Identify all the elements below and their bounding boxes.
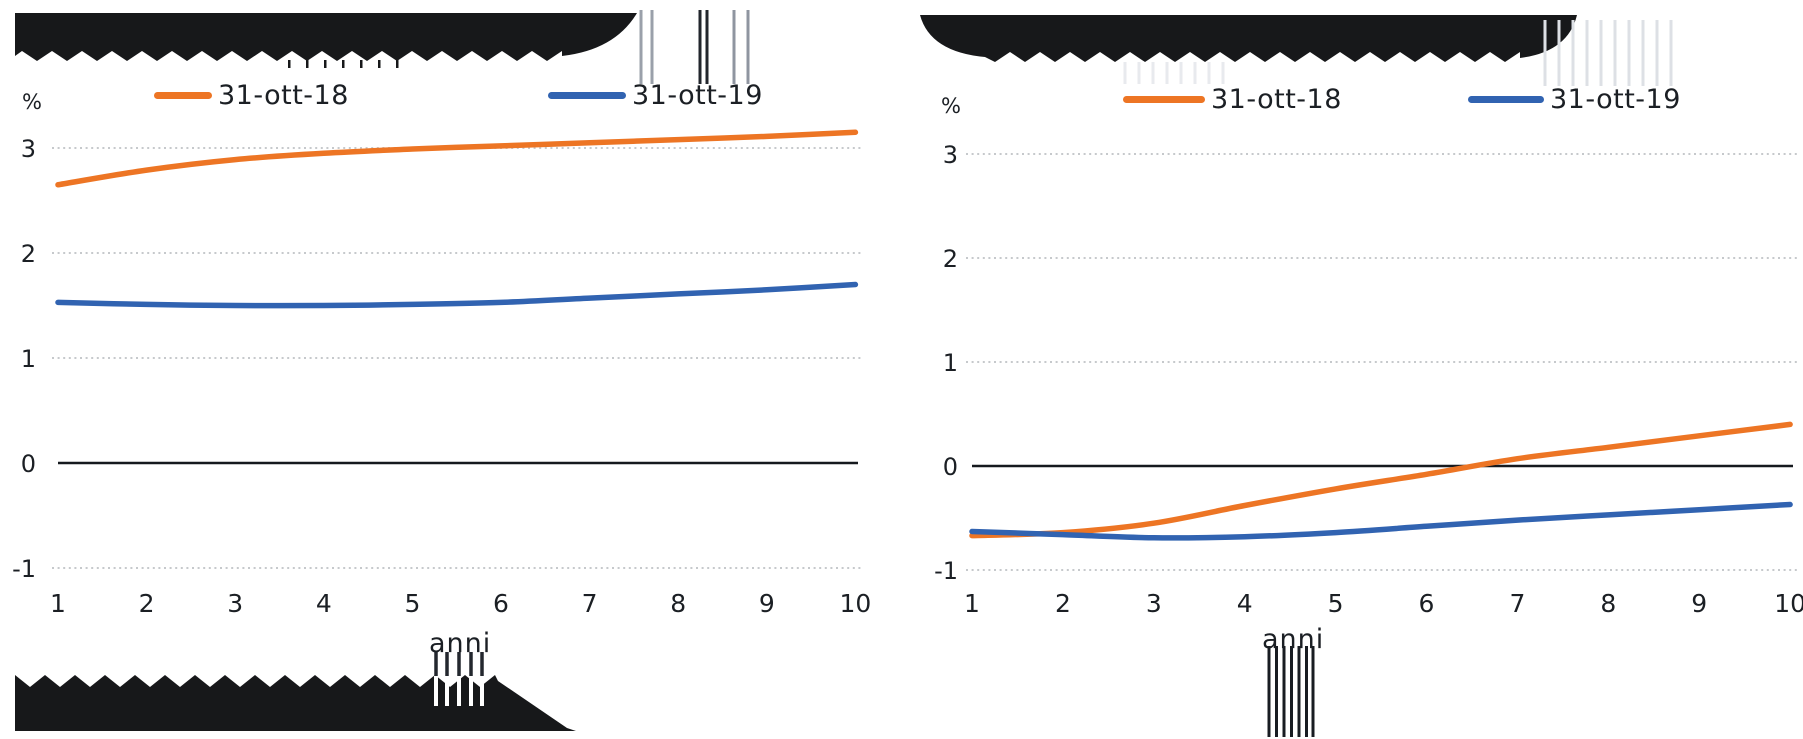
left-legend-swatch-2019 — [548, 92, 626, 99]
right-x-tick-label: 8 — [1600, 589, 1616, 618]
left-x-tick-label: 7 — [582, 589, 598, 618]
right-legend-item-2019: 31-ott-19 — [1468, 84, 1681, 115]
left-legend-swatch-2018 — [154, 92, 212, 99]
redaction-drip — [306, 60, 309, 68]
right-legend-swatch-2018 — [1123, 96, 1205, 103]
redaction-drip — [396, 60, 399, 68]
left-y-tick-label: 3 — [21, 135, 36, 163]
left-x-tick-label: 3 — [227, 589, 243, 618]
left-x-tick-label: 10 — [839, 589, 871, 618]
redaction-drip — [288, 60, 291, 68]
left-x-tick-label: 9 — [759, 589, 775, 618]
left-y-tick-label: 0 — [21, 450, 36, 478]
right-x-tick-label: 9 — [1691, 589, 1707, 618]
redaction-drip — [378, 60, 381, 68]
right-x-axis-label: anni — [1262, 624, 1325, 655]
left-legend-label-2018: 31-ott-18 — [218, 80, 349, 111]
left-y-tick-label: 1 — [21, 345, 36, 373]
left-x-tick-label: 6 — [493, 589, 509, 618]
right-y-tick-label: 0 — [943, 453, 958, 481]
right-legend-label-2018: 31-ott-18 — [1211, 84, 1342, 115]
right-y-axis-unit-label: % — [941, 94, 961, 118]
left-x-tick-label: 5 — [404, 589, 420, 618]
right-x-tick-label: 4 — [1237, 589, 1253, 618]
right-series-line-31-ott-18 — [969, 421, 1793, 539]
redacted-title-right — [920, 15, 1577, 62]
right-y-tick-label: -1 — [934, 557, 958, 585]
left-y-tick-label: 2 — [21, 240, 36, 268]
redacted-title-left — [15, 13, 637, 61]
right-legend-label-2019: 31-ott-19 — [1550, 84, 1681, 115]
redaction-drip — [342, 60, 345, 68]
left-series-line-31-ott-19 — [55, 281, 859, 309]
redacted-footnote-left — [15, 675, 576, 731]
redaction-drip — [360, 60, 363, 68]
right-x-tick-label: 10 — [1774, 589, 1803, 618]
right-x-tick-label: 2 — [1055, 589, 1071, 618]
left-x-tick-label: 1 — [50, 589, 66, 618]
left-x-tick-label: 4 — [316, 589, 332, 618]
redaction-artifacts — [15, 10, 1673, 737]
redaction-drip — [324, 60, 327, 68]
left-x-axis-label: anni — [429, 628, 492, 659]
left-y-axis-unit-label: % — [22, 90, 42, 114]
right-x-tick-label: 3 — [1146, 589, 1162, 618]
left-legend-item-2019: 31-ott-19 — [548, 80, 763, 111]
right-y-tick-label: 1 — [943, 349, 958, 377]
left-legend-item-2018: 31-ott-18 — [154, 80, 349, 111]
right-series-line-31-ott-19 — [969, 501, 1793, 541]
left-x-tick-label: 8 — [670, 589, 686, 618]
right-x-tick-label: 5 — [1328, 589, 1344, 618]
right-x-tick-label: 6 — [1419, 589, 1435, 618]
left-legend-label-2019: 31-ott-19 — [632, 80, 763, 111]
left-y-tick-label: -1 — [12, 555, 36, 583]
left-series-line-31-ott-18 — [55, 129, 859, 188]
right-x-tick-label: 1 — [964, 589, 980, 618]
right-legend-swatch-2019 — [1468, 96, 1544, 103]
right-y-tick-label: 3 — [943, 141, 958, 169]
right-y-tick-label: 2 — [943, 245, 958, 273]
left-x-tick-label: 2 — [139, 589, 155, 618]
right-x-tick-label: 7 — [1509, 589, 1525, 618]
right-legend-item-2018: 31-ott-18 — [1123, 84, 1342, 115]
